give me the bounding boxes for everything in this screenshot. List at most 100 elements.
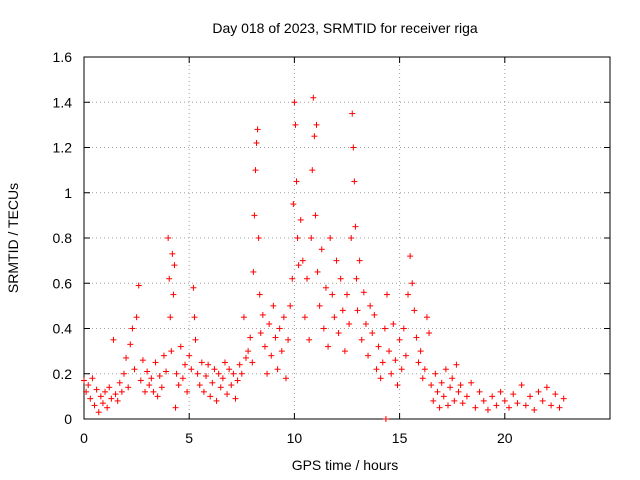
data-point: [144, 368, 151, 375]
data-point: [160, 352, 167, 359]
data-point: [280, 314, 287, 321]
data-point: [139, 357, 146, 364]
data-point: [150, 388, 157, 395]
data-point: [120, 370, 127, 377]
data-point: [409, 280, 416, 287]
data-point: [522, 402, 529, 409]
data-point: [93, 386, 100, 393]
data-point: [411, 307, 418, 314]
data-point: [341, 348, 348, 355]
data-point: [170, 291, 177, 298]
data-point: [349, 110, 356, 117]
data-point: [463, 393, 470, 400]
data-point: [249, 359, 256, 366]
data-point: [388, 370, 395, 377]
data-point: [234, 377, 241, 384]
data-point: [154, 393, 161, 400]
data-point: [188, 366, 195, 373]
data-point: [165, 235, 172, 241]
data-point: [381, 325, 388, 332]
data-point: [480, 397, 487, 404]
data-point: [171, 262, 178, 269]
data-point: [325, 343, 332, 350]
x-tick-label: 0: [80, 430, 88, 446]
data-point: [440, 393, 447, 400]
data-point: [203, 373, 210, 380]
data-point: [556, 404, 563, 411]
data-point: [451, 397, 458, 404]
data-point: [489, 393, 496, 400]
x-tick-label: 20: [497, 430, 513, 446]
data-point: [99, 400, 106, 407]
data-point: [266, 320, 273, 327]
data-point: [419, 375, 426, 382]
data-point: [415, 359, 422, 366]
data-point: [506, 404, 513, 411]
data-point: [434, 388, 441, 395]
data-point: [110, 336, 117, 343]
data-point: [245, 348, 252, 355]
data-point: [390, 320, 397, 327]
y-tick-labels: 0 0.2 0.4 0.6 0.8 1 1.2 1.4 1.6: [53, 49, 73, 427]
data-point: [95, 409, 102, 416]
data-point: [259, 311, 266, 318]
data-point: [304, 275, 311, 282]
data-point: [186, 352, 193, 359]
data-point: [268, 352, 275, 359]
data-point: [313, 121, 320, 128]
data-point: [81, 377, 87, 384]
data-point: [447, 384, 454, 391]
data-point: [358, 336, 365, 343]
data-point: [382, 416, 389, 422]
data-point: [254, 126, 261, 133]
data-point: [373, 366, 380, 373]
data-point: [375, 343, 382, 350]
y-tick-label: 0.6: [53, 275, 73, 291]
data-point: [472, 404, 479, 411]
data-point: [337, 275, 344, 282]
data-point: [221, 359, 228, 366]
data-point: [497, 388, 504, 395]
data-point: [190, 284, 197, 291]
data-point: [219, 375, 226, 382]
data-point: [133, 314, 140, 321]
data-point: [535, 388, 542, 395]
data-point: [493, 402, 500, 409]
data-point: [175, 382, 182, 389]
data-point: [398, 366, 405, 373]
data-point: [167, 314, 174, 321]
data-point: [346, 320, 353, 327]
data-point: [400, 325, 407, 332]
data-point: [163, 368, 170, 375]
data-point: [292, 121, 299, 128]
data-point: [207, 393, 214, 400]
data-point: [367, 302, 374, 309]
data-point: [510, 391, 517, 398]
data-point: [177, 343, 184, 350]
data-point: [362, 320, 369, 327]
data-point: [449, 375, 456, 382]
y-tick-label: 1.4: [53, 94, 73, 110]
data-point: [394, 382, 401, 389]
data-point: [314, 268, 321, 275]
data-point: [127, 341, 134, 348]
data-point: [311, 133, 318, 140]
data-point: [318, 246, 325, 253]
data-point: [104, 404, 111, 411]
data-point: [356, 257, 363, 264]
data-points: [81, 94, 567, 422]
data-point: [194, 370, 201, 377]
data-point: [365, 352, 372, 359]
data-point: [196, 382, 203, 389]
data-point: [253, 139, 260, 146]
x-tick-label: 5: [185, 430, 193, 446]
data-point: [426, 330, 433, 337]
data-point: [413, 334, 420, 341]
data-point: [392, 357, 399, 364]
data-point: [402, 352, 409, 359]
data-point: [436, 404, 443, 411]
data-point: [371, 311, 378, 318]
data-point: [89, 375, 96, 382]
data-point: [459, 400, 466, 407]
